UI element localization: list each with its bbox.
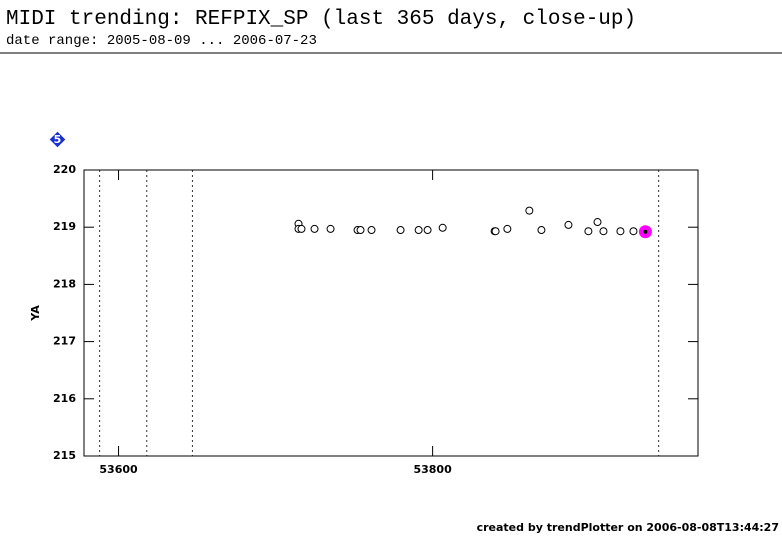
point <box>491 227 500 236</box>
point <box>367 226 376 235</box>
x-tick-label: 53600 <box>99 463 138 476</box>
plot-frame <box>83 169 699 457</box>
footer: created by trendPlotter on 2006-08-08T13… <box>477 521 779 534</box>
y-tick-label: 219 <box>53 220 76 233</box>
point <box>616 227 625 236</box>
badge-diamond <box>49 131 66 148</box>
x-tick-label: 53800 <box>413 463 452 476</box>
point <box>503 224 512 233</box>
y-tick-label: 215 <box>53 449 76 462</box>
point <box>537 226 546 235</box>
point <box>593 218 602 227</box>
y-tick-label: 218 <box>53 277 76 290</box>
point <box>564 220 573 229</box>
point <box>356 226 365 235</box>
point <box>599 227 608 236</box>
badge-label: 5 <box>54 133 62 146</box>
point <box>629 227 638 236</box>
point <box>297 224 306 233</box>
chart-title: MIDI trending: REFPIX_SP (last 365 days,… <box>6 8 636 31</box>
point <box>438 223 447 232</box>
point <box>396 226 405 235</box>
y-axis-label: YA <box>29 305 42 322</box>
point <box>326 224 335 233</box>
y-tick-label: 216 <box>53 392 76 405</box>
point <box>423 226 432 235</box>
point <box>414 226 423 235</box>
y-tick-label: 220 <box>53 163 76 176</box>
y-tick-label: 217 <box>53 335 76 348</box>
chart-subtitle: date range: 2005-08-09 ... 2006-07-23 <box>6 33 317 49</box>
point <box>310 224 319 233</box>
point <box>584 227 593 236</box>
point <box>525 206 534 215</box>
point-dot <box>643 229 648 234</box>
